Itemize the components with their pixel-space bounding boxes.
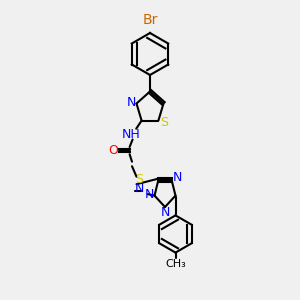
Text: S: S	[136, 173, 143, 186]
Text: N: N	[144, 188, 154, 202]
Text: O: O	[109, 144, 118, 157]
Text: CH₃: CH₃	[165, 259, 186, 269]
Text: N: N	[160, 206, 170, 219]
Text: Br: Br	[142, 13, 158, 27]
Text: N: N	[135, 182, 144, 196]
Text: N: N	[126, 95, 136, 109]
Text: N: N	[172, 171, 182, 184]
Text: S: S	[160, 116, 168, 129]
Text: NH: NH	[122, 128, 140, 141]
